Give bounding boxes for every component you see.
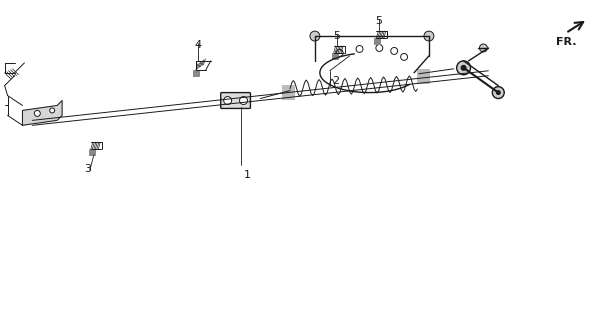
- Circle shape: [457, 61, 471, 75]
- Circle shape: [496, 91, 500, 95]
- Circle shape: [391, 47, 397, 54]
- Bar: [332, 53, 338, 59]
- Circle shape: [336, 50, 343, 56]
- Circle shape: [224, 97, 232, 105]
- Circle shape: [50, 108, 54, 113]
- Text: 5: 5: [375, 16, 382, 26]
- Text: 3: 3: [84, 164, 91, 174]
- Text: 4: 4: [194, 40, 201, 50]
- Polygon shape: [22, 100, 62, 125]
- FancyBboxPatch shape: [221, 92, 250, 108]
- Text: 1: 1: [244, 170, 250, 180]
- Circle shape: [492, 87, 504, 99]
- Circle shape: [461, 65, 466, 70]
- Bar: [193, 70, 199, 76]
- Circle shape: [240, 97, 247, 105]
- Text: 2: 2: [332, 76, 339, 86]
- Circle shape: [34, 110, 41, 116]
- Circle shape: [401, 53, 408, 60]
- Circle shape: [376, 44, 383, 52]
- Text: 5: 5: [333, 31, 340, 41]
- Circle shape: [310, 31, 320, 41]
- Circle shape: [356, 45, 363, 52]
- Text: FR.: FR.: [556, 37, 577, 47]
- Bar: [374, 38, 381, 44]
- Bar: [89, 149, 95, 155]
- Circle shape: [424, 31, 434, 41]
- Bar: [282, 85, 294, 99]
- Bar: [417, 69, 429, 83]
- Circle shape: [479, 44, 488, 52]
